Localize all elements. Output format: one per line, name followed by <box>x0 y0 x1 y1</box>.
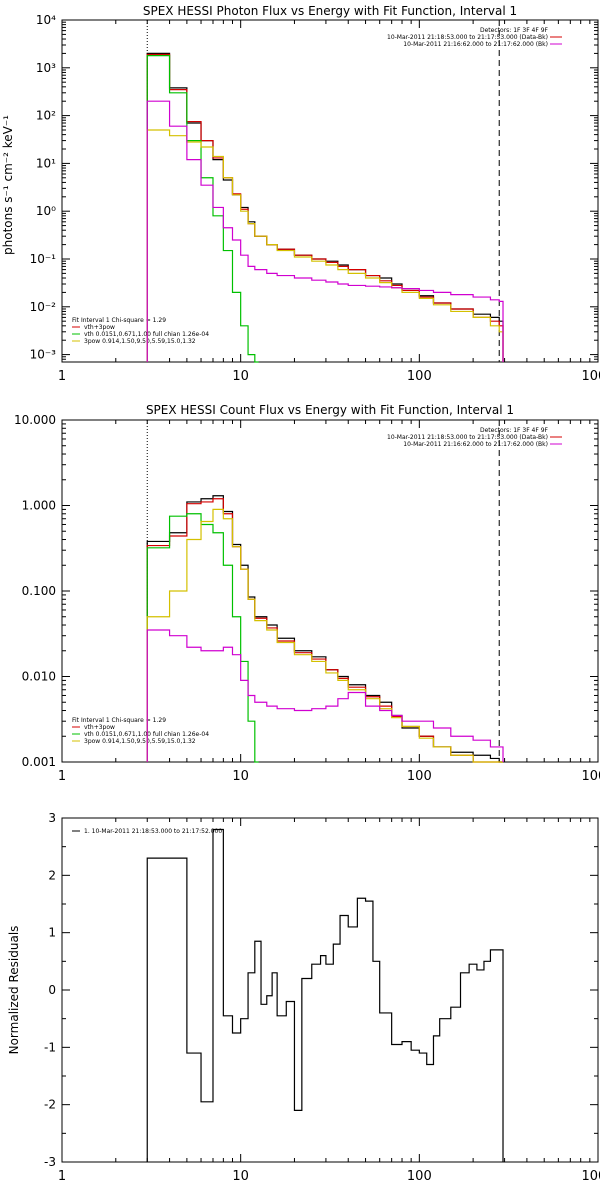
x-tick-label: 100 <box>407 1169 432 1184</box>
header-line: Detectors: 1F 3F 4F 9F <box>480 27 549 34</box>
footer-line: vth+3pow <box>84 324 115 331</box>
y-tick-label: 2 <box>48 868 56 882</box>
footer-line: vth+3pow <box>84 724 115 731</box>
header-line: 10-Mar-2011 21:16:62.000 to 21:17:62.000… <box>403 41 548 48</box>
y-tick-label: -2 <box>44 1098 56 1112</box>
panel-marks-0: 1 10 100 1000 10⁻³ 10⁻² 10⁻¹ 10⁰ 10¹ 10² 10³ 10⁴ <box>30 13 600 384</box>
footer-line: Fit Interval 1 Chi-square = 1.29 <box>72 317 166 324</box>
y-tick-label: 3 <box>48 811 56 825</box>
y-tick-label: 0.001 <box>22 755 56 769</box>
y-tick-label: 0.100 <box>22 584 56 598</box>
chart-title: SPEX HESSI Photon Flux vs Energy with Fi… <box>143 4 517 18</box>
series-line <box>146 629 504 762</box>
y-axis-label: photons s⁻¹ cm⁻² keV⁻¹ <box>1 115 15 255</box>
chart-marks: 110100100010⁻³10⁻²10⁻¹10⁰10¹10²10³10⁴110… <box>14 13 600 1184</box>
series-line <box>146 53 504 362</box>
y-tick-label: 10³ <box>36 61 56 75</box>
panel-marks-2: 1 10 100 1000 -3 -2 -1 0 1 2 3 <box>44 811 600 1184</box>
x-tick-label: 1 <box>58 1169 66 1184</box>
x-tick-label: 10 <box>232 369 249 384</box>
series-line <box>146 100 504 362</box>
header-line: Detectors: 1F 3F 4F 9F <box>480 427 549 434</box>
y-tick-label: 10² <box>36 109 56 123</box>
footer-line: vth 0.0151,0.671,1.00 full chian 1.26e-0… <box>84 331 209 338</box>
y-tick-label: 1 <box>48 926 56 940</box>
y-tick-label: 10.000 <box>14 413 56 427</box>
series-line <box>146 129 504 362</box>
x-tick-label: 100 <box>407 769 432 784</box>
x-tick-label: 10 <box>232 1169 249 1184</box>
x-tick-label: 1 <box>58 369 66 384</box>
x-tick-label: 100 <box>407 369 432 384</box>
footer-line: 3pow 0.914,1.50,9.50,5.59,15.0,1.32 <box>84 338 196 345</box>
y-tick-label: -3 <box>44 1155 56 1169</box>
series-line <box>146 508 504 763</box>
y-tick-label: -1 <box>44 1040 56 1054</box>
series-line <box>146 828 504 1162</box>
y-axis-label: Normalized Residuals <box>7 926 21 1055</box>
footer-line: vth 0.0151,0.671,1.00 full chian 1.26e-0… <box>84 731 209 738</box>
footer-line: 3pow 0.914,1.50,9.50,5.59,15.0,1.32 <box>84 738 196 745</box>
header-line: 10-Mar-2011 21:18:53.000 to 21:17:53.000… <box>387 34 548 41</box>
y-tick-label: 10⁰ <box>36 204 56 218</box>
y-tick-label: 1.000 <box>22 499 56 513</box>
legend-label: 1. 10-Mar-2011 21:18:53.000 to 21:17:52.… <box>84 828 222 835</box>
panel-marks-1: 1 10 100 1000 0.001 0.010 0.100 1.000 10.000 <box>14 413 600 784</box>
y-tick-label: 0.010 <box>22 670 56 684</box>
x-tick-label: 10 <box>232 769 249 784</box>
series-line <box>146 513 259 763</box>
y-tick-label: 10⁴ <box>36 13 56 27</box>
y-tick-label: 10¹ <box>36 156 56 170</box>
series-line <box>146 498 504 763</box>
x-tick-label: 1000 <box>581 369 600 384</box>
plot-frame <box>61 19 599 363</box>
header-line: 10-Mar-2011 21:16:62.000 to 21:17:62.000… <box>403 441 548 448</box>
x-tick-label: 1000 <box>581 769 600 784</box>
x-tick-label: 1000 <box>581 1169 600 1184</box>
y-tick-label: 10⁻² <box>30 300 57 314</box>
header-line: 10-Mar-2011 21:18:53.000 to 21:17:53.000… <box>387 434 548 441</box>
chart-title: SPEX HESSI Count Flux vs Energy with Fit… <box>146 403 514 417</box>
footer-line: Fit Interval 1 Chi-square = 1.29 <box>72 717 166 724</box>
y-tick-label: 0 <box>48 983 56 997</box>
panel-photon-flux: SPEX HESSI Photon Flux vs Energy with Fi… <box>1 4 599 363</box>
x-tick-label: 1 <box>58 769 66 784</box>
y-tick-label: 10⁻¹ <box>30 252 57 266</box>
y-tick-label: 10⁻³ <box>30 348 57 362</box>
